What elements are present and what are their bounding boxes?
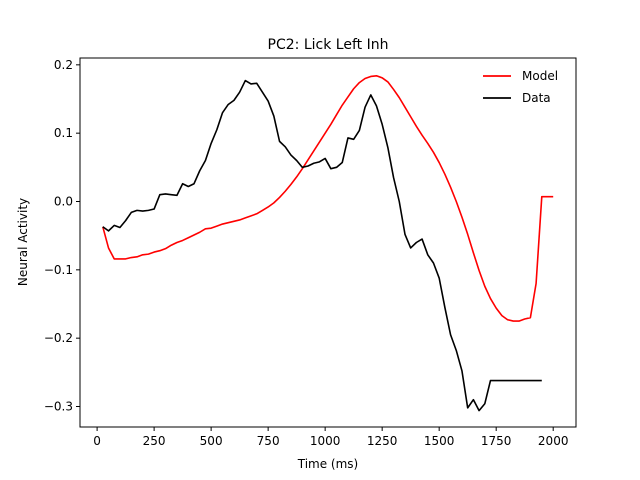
x-tick-label: 1500 bbox=[424, 434, 455, 448]
y-tick-label: 0.2 bbox=[54, 58, 73, 72]
x-tick-label: 750 bbox=[257, 434, 280, 448]
axes-frame bbox=[79, 57, 577, 428]
y-tick-label: −0.3 bbox=[44, 400, 73, 414]
chart-title: PC2: Lick Left Inh bbox=[268, 37, 389, 53]
legend-label-data: Data bbox=[522, 91, 551, 105]
y-tick-label: 0.0 bbox=[54, 195, 73, 209]
x-tick-label: 2000 bbox=[538, 434, 569, 448]
x-tick-label: 1000 bbox=[310, 434, 341, 448]
legend-label-model: Model bbox=[522, 69, 558, 83]
x-tick-label: 1250 bbox=[367, 434, 398, 448]
x-tick-label: 250 bbox=[143, 434, 166, 448]
x-tick-label: 500 bbox=[200, 434, 223, 448]
x-tick-label: 1750 bbox=[481, 434, 512, 448]
series-line-data bbox=[102, 79, 542, 412]
x-tick-label: 0 bbox=[93, 434, 101, 448]
x-axis: 0 250 500 750 1000 1250 1500 1750 2000 bbox=[93, 427, 568, 448]
x-axis-label: Time (ms) bbox=[297, 457, 359, 471]
y-tick-label: 0.1 bbox=[54, 126, 73, 140]
y-axis: −0.3 −0.2 −0.1 0.0 0.1 0.2 bbox=[44, 58, 80, 414]
plot-area bbox=[102, 74, 554, 412]
series-line-model bbox=[102, 74, 554, 322]
y-tick-label: −0.2 bbox=[44, 331, 73, 345]
y-axis-label: Neural Activity bbox=[16, 198, 30, 286]
legend: Model Data bbox=[483, 69, 558, 105]
y-tick-label: −0.1 bbox=[44, 263, 73, 277]
